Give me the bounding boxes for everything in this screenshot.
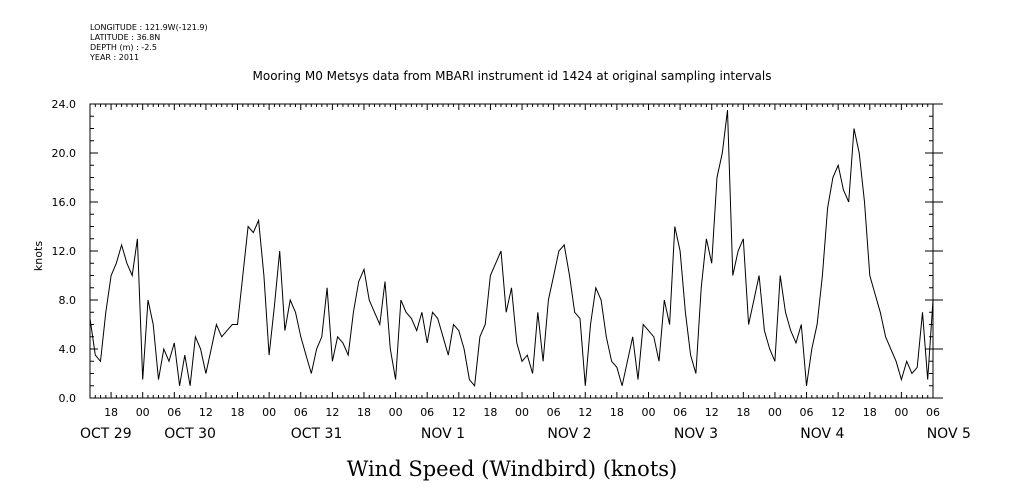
longitude-text: LONGITUDE : 121.9W(-121.9) (90, 23, 208, 32)
x-tick-label: 00 (894, 406, 908, 419)
x-tick-label: 06 (294, 406, 308, 419)
x-tick-label: 18 (483, 406, 497, 419)
x-tick-label: 18 (863, 406, 877, 419)
x-tick-label: 06 (547, 406, 561, 419)
x-tick-label: 06 (800, 406, 814, 419)
x-tick-label: 06 (420, 406, 434, 419)
x-tick-label: 18 (231, 406, 245, 419)
x-tick-label: 06 (167, 406, 181, 419)
x-tick-label: 18 (104, 406, 118, 419)
x-tick-label: 12 (831, 406, 845, 419)
x-tick-label: 00 (389, 406, 403, 419)
y-tick-label: 8.0 (59, 294, 77, 307)
metadata-block: LONGITUDE : 121.9W(-121.9) LATITUDE : 36… (89, 23, 208, 62)
x-tick-label: 00 (136, 406, 150, 419)
x-axis-label: Wind Speed (Windbird) (knots) (347, 457, 677, 481)
x-tick-label: 18 (736, 406, 750, 419)
x-tick-label: 12 (199, 406, 213, 419)
y-tick-label: 20.0 (52, 147, 77, 160)
x-tick-label: 18 (357, 406, 371, 419)
x-tick-label: 00 (515, 406, 529, 419)
x-tick-label: 12 (705, 406, 719, 419)
x-day-label: OCT 31 (291, 426, 343, 442)
x-day-label: NOV 3 (674, 426, 718, 442)
x-tick-label: 12 (325, 406, 339, 419)
axes-layer: 18 00 06 12 18 00 06 12 18 00 06 12 18 00 06 12 18 00 06 12… (52, 98, 971, 442)
x-day-label: NOV 2 (547, 426, 591, 442)
x-tick-label: 00 (768, 406, 782, 419)
year-text: YEAR : 2011 (89, 53, 139, 62)
x-tick-label: 18 (610, 406, 624, 419)
x-day-label: NOV 1 (421, 426, 465, 442)
y-tick-label: 4.0 (59, 343, 77, 356)
plot-frame (89, 103, 934, 399)
x-tick-label: 00 (641, 406, 655, 419)
x-day-label: OCT 29 (80, 426, 132, 442)
x-day-label: OCT 30 (164, 426, 216, 442)
x-tick-label: 12 (578, 406, 592, 419)
x-tick-label: 06 (926, 406, 940, 419)
y-axis-label: knots (32, 241, 45, 271)
x-tick-label: 12 (452, 406, 466, 419)
y-tick-label: 24.0 (52, 98, 77, 111)
series-line-wind-speed (89, 110, 934, 388)
chart-title: Mooring M0 Metsys data from MBARI instru… (253, 69, 772, 83)
x-day-label: NOV 4 (800, 426, 844, 442)
y-tick-label: 16.0 (52, 196, 77, 209)
y-tick-label: 0.0 (59, 392, 77, 405)
latitude-text: LATITUDE : 36.8N (90, 33, 160, 42)
depth-text: DEPTH (m) : -2.5 (90, 43, 157, 52)
y-tick-label: 12.0 (52, 245, 77, 258)
x-tick-label: 00 (262, 406, 276, 419)
x-day-label: NOV 5 (927, 426, 971, 442)
x-tick-label: 06 (673, 406, 687, 419)
